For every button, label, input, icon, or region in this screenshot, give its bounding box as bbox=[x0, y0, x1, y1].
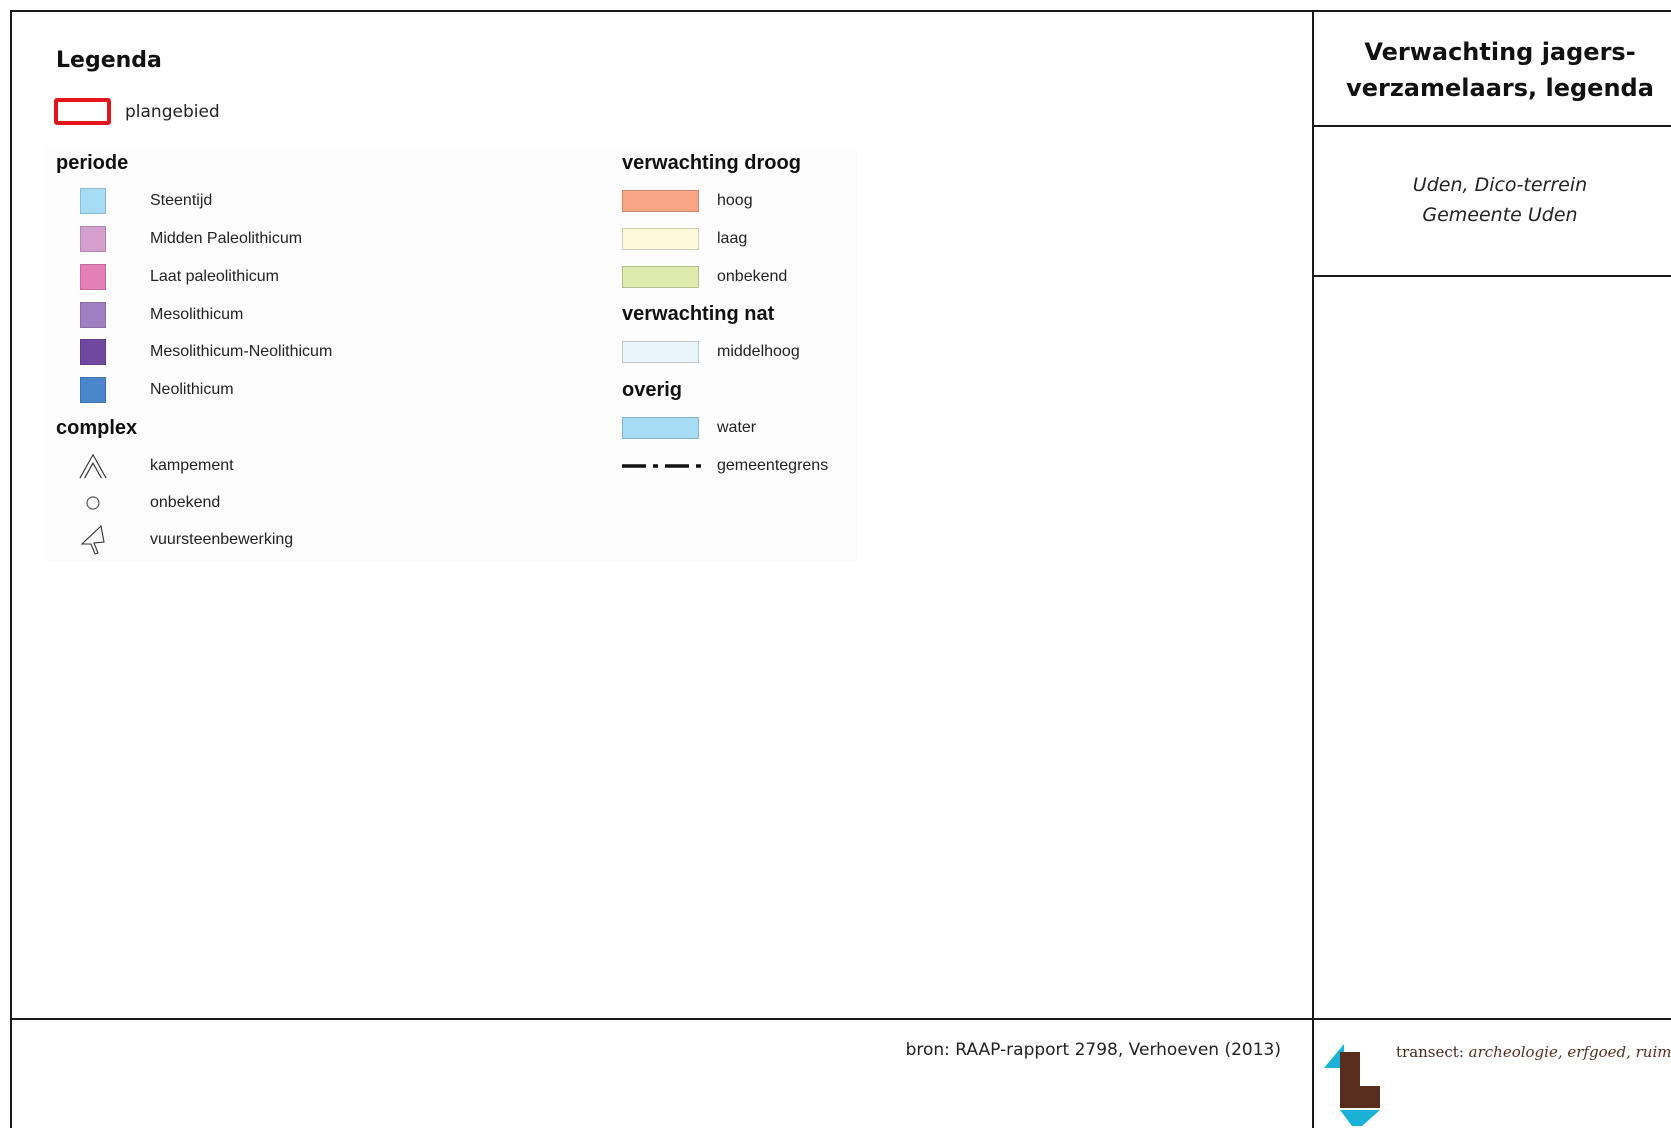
logo-tagline: archeologie, erfgoed, ruimte bbox=[1468, 1043, 1671, 1061]
label-middelhoog: middelhoog bbox=[717, 343, 800, 360]
swatch-midden-paleolithicum bbox=[80, 226, 106, 252]
swatch-onbekend-droog bbox=[622, 266, 699, 288]
location-block: Uden, Dico-terrein Gemeente Uden bbox=[1314, 170, 1671, 230]
legend-item-midden-paleolithicum: Midden Paleolithicum bbox=[80, 224, 302, 254]
legend-item-water: water bbox=[622, 413, 756, 443]
label-onbekend-droog: onbekend bbox=[717, 268, 788, 285]
label-midden-paleolithicum: Midden Paleolithicum bbox=[150, 230, 303, 247]
map-title: Verwachting jagers- verzamelaars, legend… bbox=[1314, 34, 1671, 106]
label-water: water bbox=[717, 419, 757, 436]
logo-wordmark: transect: archeologie, erfgoed, ruimte bbox=[1396, 1043, 1671, 1061]
legend-item-hoog: hoog bbox=[622, 186, 753, 216]
frame-divider-footer bbox=[10, 1018, 1671, 1020]
frame-left-border bbox=[10, 10, 12, 1128]
swatch-middelhoog bbox=[622, 341, 699, 363]
legend-item-laat-paleolithicum: Laat paleolithicum bbox=[80, 262, 279, 292]
label-onbekend-complex: onbekend bbox=[150, 494, 221, 511]
triangle-icon bbox=[78, 451, 108, 481]
plangebied-label: plangebied bbox=[125, 101, 220, 122]
swatch-water bbox=[622, 417, 699, 439]
legend-item-kampement: kampement bbox=[78, 451, 234, 481]
label-vuursteenbewerking: vuursteenbewerking bbox=[150, 531, 294, 548]
map-title-line1: Verwachting jagers- bbox=[1364, 38, 1636, 66]
swatch-laat-paleolithicum bbox=[80, 264, 106, 290]
swatch-mesolithicum bbox=[80, 302, 106, 328]
dash-dot-line-icon bbox=[620, 451, 702, 481]
transect-logo-icon bbox=[1322, 1030, 1402, 1131]
legend-panel bbox=[46, 150, 856, 560]
frame-divider-vertical bbox=[1312, 10, 1314, 1128]
label-steentijd: Steentijd bbox=[150, 192, 213, 209]
location-line1: Uden, Dico-terrein bbox=[1412, 174, 1588, 196]
swatch-neolithicum bbox=[80, 377, 106, 403]
label-laat-paleolithicum: Laat paleolithicum bbox=[150, 268, 279, 285]
circle-icon bbox=[78, 488, 108, 518]
logo-name: transect bbox=[1396, 1043, 1459, 1061]
swatch-steentijd bbox=[80, 188, 106, 214]
legend-item-neolithicum: Neolithicum bbox=[80, 375, 234, 405]
legend-item-onbekend-droog: onbekend bbox=[622, 262, 787, 292]
source-citation: bron: RAAP-rapport 2798, Verhoeven (2013… bbox=[905, 1040, 1281, 1060]
swatch-hoog bbox=[622, 190, 699, 212]
swatch-laag bbox=[622, 228, 699, 250]
legend-item-laag: laag bbox=[622, 224, 747, 254]
heading-periode: periode bbox=[56, 152, 129, 174]
location-line2: Gemeente Uden bbox=[1422, 204, 1578, 226]
label-neolithicum: Neolithicum bbox=[150, 381, 234, 398]
label-laag: laag bbox=[717, 230, 748, 247]
label-mesolithicum: Mesolithicum bbox=[150, 306, 244, 323]
legend-item-steentijd: Steentijd bbox=[80, 186, 212, 216]
heading-overig: overig bbox=[622, 379, 683, 401]
legend-item-middelhoog: middelhoog bbox=[622, 337, 800, 367]
legend-item-onbekend-complex: onbekend bbox=[78, 488, 220, 518]
frame-top-border bbox=[10, 10, 1671, 12]
label-mesolithicum-neolithicum: Mesolithicum-Neolithicum bbox=[150, 343, 333, 360]
label-hoog: hoog bbox=[717, 192, 753, 209]
legend-item-vuursteenbewerking: vuursteenbewerking bbox=[78, 524, 293, 555]
titleblock-divider-2 bbox=[1312, 275, 1671, 277]
arrow-cursor-icon bbox=[78, 524, 108, 555]
map-title-line2: verzamelaars, legenda bbox=[1346, 74, 1654, 102]
legend-item-plangebied: plangebied bbox=[54, 98, 220, 125]
heading-complex: complex bbox=[56, 417, 138, 439]
legend-item-mesolithicum-neolithicum: Mesolithicum-Neolithicum bbox=[80, 337, 332, 367]
heading-verwachting-droog: verwachting droog bbox=[622, 152, 801, 174]
titleblock-divider-1 bbox=[1312, 125, 1671, 127]
label-kampement: kampement bbox=[150, 457, 234, 474]
legend-item-mesolithicum: Mesolithicum bbox=[80, 300, 243, 330]
label-gemeentegrens: gemeentegrens bbox=[717, 457, 829, 474]
legend-item-gemeentegrens: gemeentegrens bbox=[620, 451, 828, 481]
plangebied-outline-swatch bbox=[54, 98, 111, 125]
swatch-mesolithicum-neolithicum bbox=[80, 339, 106, 365]
legend-title: Legenda bbox=[56, 48, 162, 73]
heading-verwachting-nat: verwachting nat bbox=[622, 303, 775, 325]
